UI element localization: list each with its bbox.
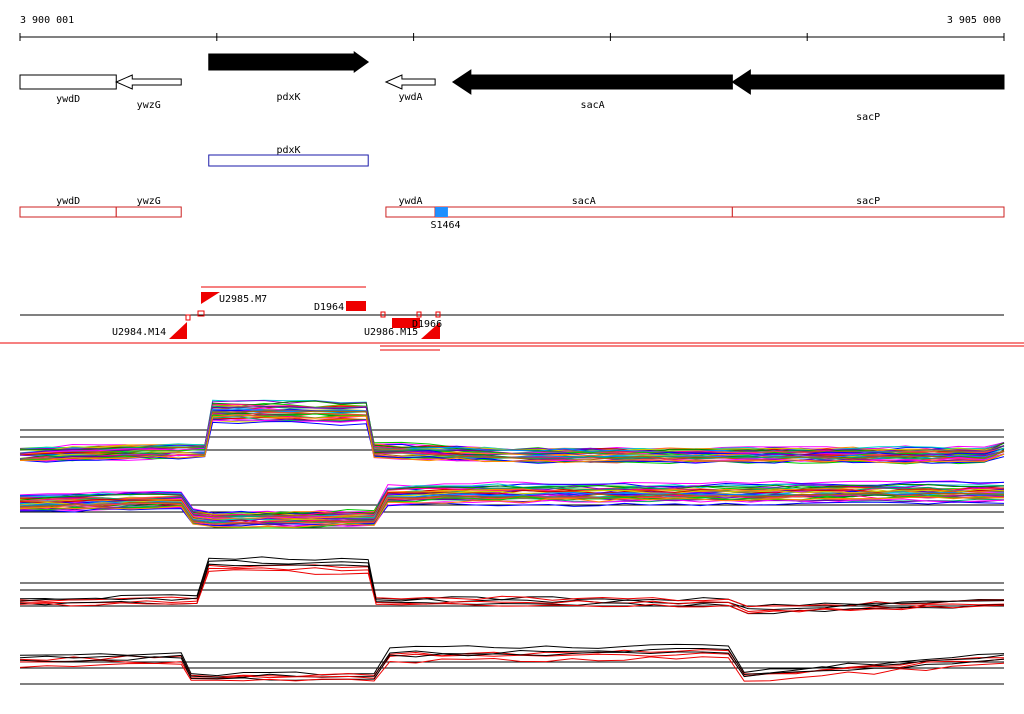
label-overlap: D1966 [412, 319, 442, 330]
ruler-ticks [19, 33, 1005, 41]
gene-ywzg[interactable] [115, 74, 182, 90]
red-annotation-track: ywdD ywzG ywdA sacA sacP S1464 [19, 196, 1005, 231]
expression-line [19, 496, 1005, 528]
ruler-start-label: 3 900 001 [20, 15, 74, 26]
expression-line [20, 567, 1005, 613]
expression-line [19, 564, 1005, 608]
expression-track-1 [19, 399, 1005, 465]
expression-line [19, 569, 1005, 614]
expression-track-3 [19, 556, 1005, 615]
gene-label-ywdd: ywdD [56, 94, 80, 105]
expression-line [19, 404, 1005, 452]
expression-line [19, 556, 1005, 608]
expression-line [19, 656, 1005, 682]
marker-u2986-b [416, 311, 422, 318]
label-u2985: U2985.M7 [219, 294, 267, 305]
expression-line [19, 651, 1005, 681]
gene-sacp[interactable] [731, 69, 1005, 95]
block-u2986 [392, 318, 420, 328]
expression-track-2 [19, 480, 1005, 529]
expression-line [19, 652, 1005, 680]
blue-annotation-track: pdxK [208, 145, 369, 167]
expression-track-4 [19, 643, 1005, 685]
expression-tracks [19, 399, 1005, 685]
red-annotation-label-ywda: ywdA [398, 196, 422, 207]
gene-saca[interactable] [451, 69, 733, 95]
label-u2986: U2986.M15 [364, 327, 418, 338]
flag-u2984 [169, 322, 187, 339]
red-annotation-ywzg[interactable] [115, 206, 182, 218]
red-annotation-ywdd[interactable] [19, 206, 117, 218]
gene-track: ywdD ywzG pdxK ywdA sacA sacP [19, 51, 1005, 123]
gene-pdxk[interactable] [208, 51, 370, 73]
expression-line [19, 399, 1005, 452]
gene-label-ywzg: ywzG [137, 100, 161, 111]
red-annotation-ywda[interactable] [385, 206, 436, 218]
coordinate-ruler: 3 900 001 3 905 000 [19, 15, 1005, 41]
gene-label-pdxk: pdxK [276, 92, 300, 103]
flag-u2985 [201, 292, 220, 304]
marker-u2986-a [380, 311, 386, 318]
expression-line [19, 420, 1005, 464]
gene-ywda[interactable] [384, 74, 436, 90]
label-d1964: D1964 [314, 302, 344, 313]
site-s1464[interactable] [435, 207, 448, 217]
block-d1964 [346, 301, 366, 311]
marker-u2985 [197, 310, 205, 317]
expression-line [19, 643, 1005, 677]
flag-u2986 [421, 322, 440, 339]
gene-label-ywda: ywdA [398, 92, 422, 103]
label-u2984: U2984.M14 [112, 327, 166, 338]
gene-label-saca: sacA [581, 100, 605, 111]
red-annotation-label-ywzg: ywzG [137, 196, 161, 207]
red-annotation-label-saca: sacA [572, 196, 596, 207]
gene-ywdd[interactable] [19, 74, 117, 90]
blue-annotation-pdxk[interactable] [208, 154, 369, 167]
expression-line [19, 501, 1005, 527]
transcript-track: U2985.M7 D1964 U2984.M14 U2986.M15 D1966 [0, 286, 1024, 351]
red-annotation-label-sacp: sacP [856, 196, 880, 207]
red-annotation-label-ywdd: ywdD [56, 196, 80, 207]
expression-line [19, 648, 1005, 678]
expression-line [19, 559, 1005, 611]
marker-u2984 [185, 314, 191, 321]
red-annotation-sacp[interactable] [731, 206, 1005, 218]
ruler-end-label: 3 905 000 [947, 15, 1001, 26]
site-label: S1464 [430, 220, 460, 231]
blue-annotation-label: pdxK [276, 145, 300, 156]
expression-line [19, 414, 1005, 464]
marker-u2986-c [435, 311, 441, 318]
expression-line [19, 408, 1005, 453]
red-annotation-saca[interactable] [434, 206, 733, 218]
gene-label-sacp: sacP [856, 112, 880, 123]
